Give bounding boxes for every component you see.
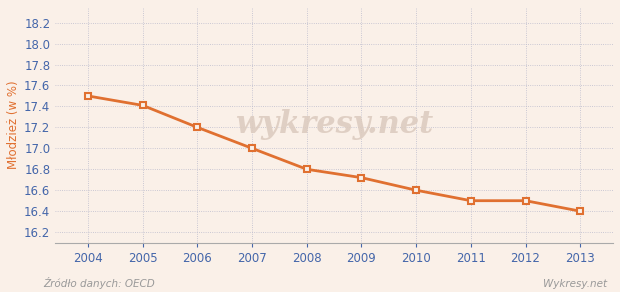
Text: Źródło danych: OECD: Źródło danych: OECD — [43, 277, 155, 289]
Text: wykresy.net: wykresy.net — [235, 109, 433, 140]
Y-axis label: Młodzież (w %): Młodzież (w %) — [7, 81, 20, 169]
Text: Wykresy.net: Wykresy.net — [544, 279, 608, 289]
